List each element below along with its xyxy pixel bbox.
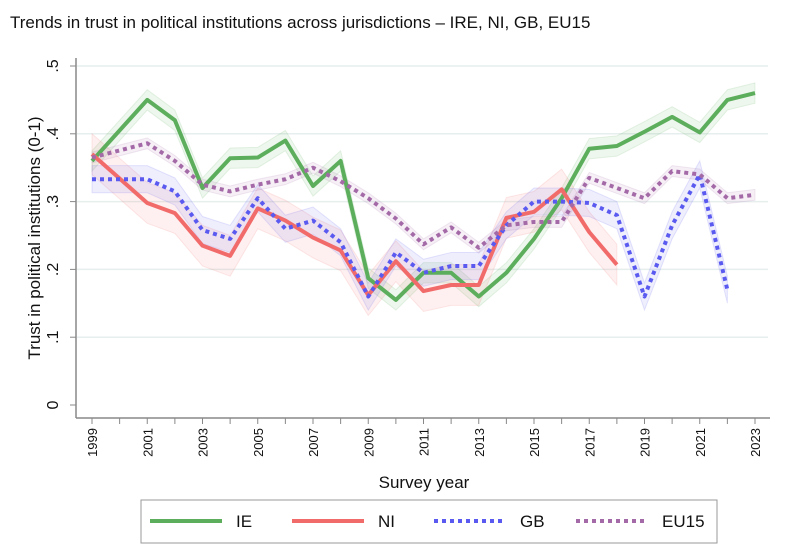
- x-tick-label: 2023: [748, 428, 763, 457]
- legend-label-eu15: EU15: [662, 512, 705, 531]
- x-tick-label: 2009: [361, 428, 376, 457]
- y-ticks: 0 .1 .2 .3 .4 .5: [45, 59, 76, 409]
- x-tick-label: 2013: [472, 428, 487, 457]
- series-line-gb: [92, 172, 730, 299]
- x-tick-label: 2021: [693, 428, 708, 457]
- x-tick-label: 1999: [85, 428, 100, 457]
- x-tick-label: 2019: [638, 428, 653, 457]
- y-axis-label: Trust in political institutions (0-1): [25, 116, 44, 359]
- y-tick-label: .1: [45, 330, 62, 343]
- x-tick-label: 2015: [527, 428, 542, 457]
- series-lines: [90, 91, 756, 302]
- grid: [77, 65, 768, 338]
- y-tick-label: .2: [45, 263, 62, 276]
- x-tick-label: 2003: [196, 428, 211, 457]
- legend-label-ni: NI: [378, 512, 395, 531]
- x-tick-label: 2007: [306, 428, 321, 457]
- legend-label-gb: GB: [520, 512, 545, 531]
- chart-title: Trends in trust in political institution…: [10, 13, 590, 32]
- legend-label-ie: IE: [236, 512, 252, 531]
- ci-band-ie: [91, 82, 756, 311]
- y-tick-label: .5: [45, 59, 62, 72]
- x-tick-label: 2011: [417, 428, 432, 456]
- y-tick-label: .3: [45, 195, 62, 208]
- x-tick-label: 2005: [251, 428, 266, 457]
- ci-band-eu15: [91, 137, 756, 254]
- series-line-eu15: [91, 141, 756, 250]
- y-tick-label: 0: [45, 400, 62, 409]
- series-line-ie: [90, 91, 756, 302]
- y-tick-label: .4: [45, 127, 62, 140]
- x-axis-label: Survey year: [379, 473, 470, 492]
- x-tick-label: 2017: [582, 428, 597, 457]
- x-tick-label: 2001: [140, 428, 155, 457]
- confidence-bands: [91, 82, 756, 317]
- legend: [140, 499, 718, 544]
- x-ticks: 1999 2001 2003 2005 2007 2009 2011 2013 2015 2017…: [85, 418, 763, 457]
